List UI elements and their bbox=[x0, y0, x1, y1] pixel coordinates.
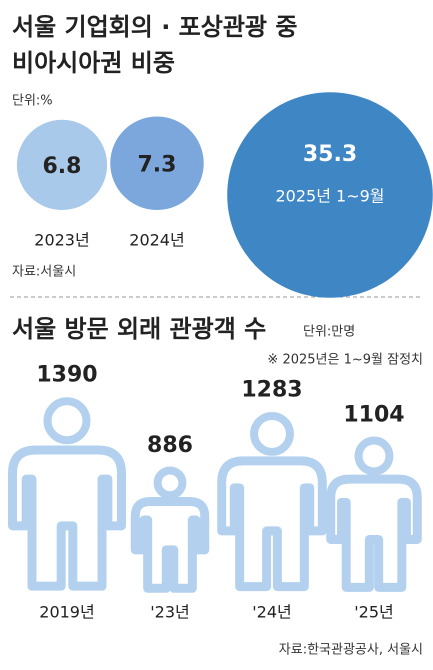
category-label: 2019년 bbox=[39, 603, 94, 622]
person-head bbox=[48, 401, 87, 440]
person-icon bbox=[13, 401, 122, 586]
category-label: '24년 bbox=[252, 603, 291, 622]
person-head bbox=[254, 416, 290, 452]
source: 자료:한국관광공사, 서울시 bbox=[279, 643, 423, 658]
category-label: '25년 bbox=[354, 603, 393, 622]
person-icon bbox=[331, 441, 418, 588]
value-label: 7.3 bbox=[138, 152, 177, 177]
value-label: 35.3 bbox=[303, 142, 357, 167]
person-body bbox=[331, 479, 418, 587]
bubble bbox=[16, 119, 108, 210]
person-head bbox=[359, 441, 390, 472]
value-label: 6.8 bbox=[43, 154, 82, 179]
person-icon bbox=[222, 416, 323, 587]
category-label: 2023년 bbox=[34, 231, 89, 250]
title: 비아시아권 비중 bbox=[12, 49, 175, 77]
category-label: 2025년 1~9월 bbox=[275, 187, 384, 206]
value-label: 1104 bbox=[343, 402, 404, 427]
source: 자료:서울시 bbox=[12, 265, 76, 280]
person-head bbox=[158, 470, 183, 495]
unit: 단위:% bbox=[12, 94, 53, 109]
value-label: 1283 bbox=[241, 377, 302, 402]
value-label: 1390 bbox=[36, 362, 97, 387]
note: ※ 2025년은 1~9월 잠정치 bbox=[267, 353, 423, 368]
person-icon bbox=[135, 470, 204, 588]
title: 서울 기업회의 · 포상관광 중 bbox=[12, 13, 297, 41]
value-label: 886 bbox=[147, 433, 193, 458]
title: 서울 방문 외래 관광객 수 bbox=[12, 315, 266, 343]
category-label: '23년 bbox=[150, 603, 189, 622]
bubble bbox=[110, 116, 204, 210]
bubble bbox=[227, 92, 433, 298]
category-label: 2024년 bbox=[129, 231, 184, 250]
person-body bbox=[135, 501, 204, 588]
person-body bbox=[222, 461, 323, 587]
unit: 단위:만명 bbox=[303, 325, 355, 340]
person-body bbox=[13, 450, 122, 586]
